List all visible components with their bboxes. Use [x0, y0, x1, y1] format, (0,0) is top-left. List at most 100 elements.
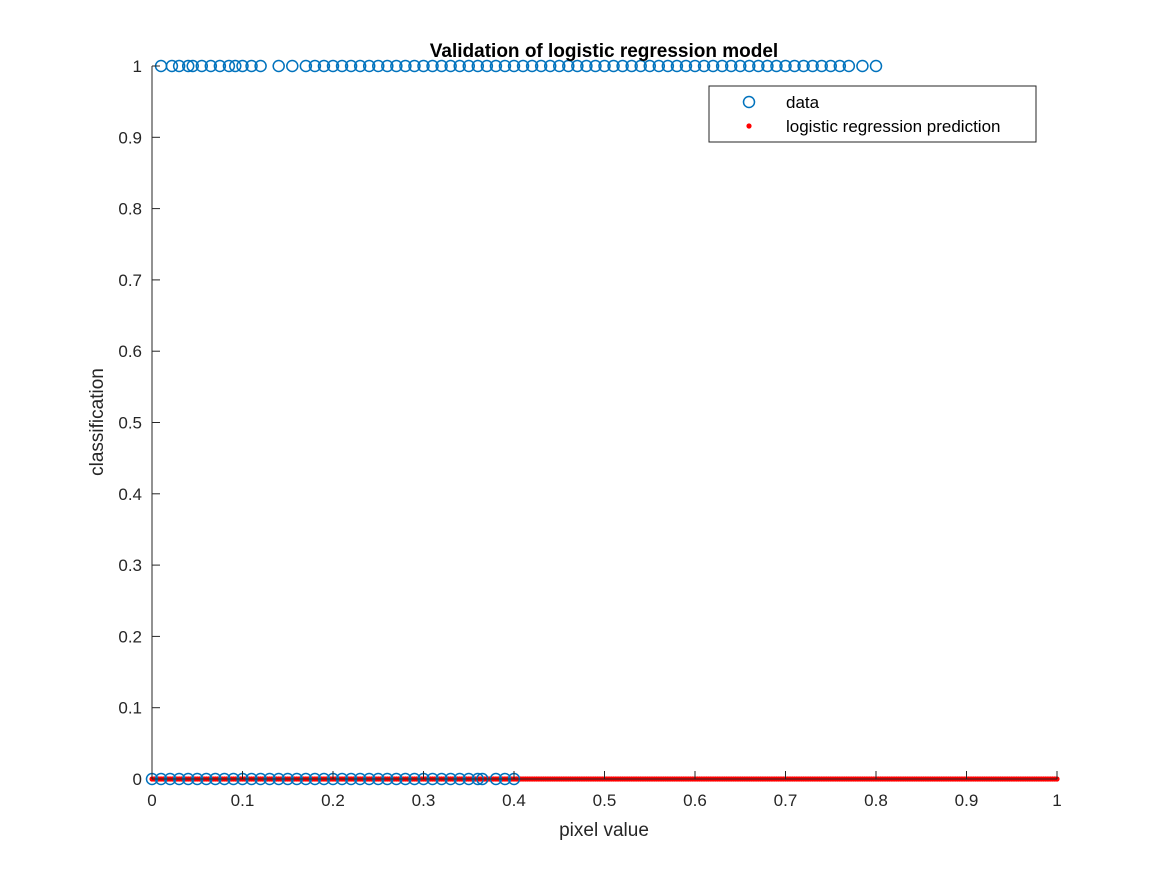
- data-point: [815, 59, 828, 73]
- legend-marker-data: [742, 95, 756, 109]
- y-tick-label: 0.5: [118, 414, 142, 433]
- y-tick-label: 0.1: [118, 699, 142, 718]
- data-point: [806, 59, 819, 73]
- data-point: [236, 59, 249, 73]
- data-point: [706, 59, 720, 73]
- y-tick-label: 0.3: [118, 556, 142, 575]
- data-point: [516, 59, 530, 73]
- data-point: [426, 59, 439, 73]
- data-point: [525, 59, 539, 73]
- data-point: [462, 59, 475, 73]
- x-tick-label: 0.7: [774, 791, 798, 810]
- x-tick-label: 0.6: [683, 791, 707, 810]
- legend-marker-prediction: [746, 123, 752, 129]
- data-point: [408, 59, 421, 73]
- data-point: [724, 59, 738, 73]
- x-tick-label: 0.8: [864, 791, 888, 810]
- data-point: [245, 59, 258, 73]
- x-tick-label: 0.4: [502, 791, 526, 810]
- y-tick-label: 0.7: [118, 271, 142, 290]
- data-point: [489, 59, 503, 73]
- data-point: [752, 59, 765, 73]
- data-point: [229, 59, 242, 73]
- data-point: [195, 59, 209, 73]
- data-point: [761, 59, 774, 73]
- data-point: [589, 59, 602, 73]
- plot-area: [152, 66, 1057, 779]
- data-point: [562, 59, 575, 73]
- data-point: [399, 59, 412, 73]
- legend-box: [708, 85, 1037, 143]
- y-tick-label: 0.9: [118, 128, 142, 147]
- data-point: [299, 59, 313, 73]
- data-point: [272, 59, 285, 73]
- data-point: [444, 59, 457, 73]
- y-tick-label: 0.6: [118, 342, 142, 361]
- y-axis-label: classification: [87, 368, 108, 476]
- x-tick-label: 0.5: [593, 791, 617, 810]
- data-point: [372, 59, 385, 73]
- x-tick-label: 0.2: [321, 791, 345, 810]
- data-point: [743, 59, 756, 73]
- data-point: [643, 59, 656, 73]
- data-point: [580, 59, 593, 73]
- data-point: [507, 59, 521, 73]
- x-tick-label: 0.9: [955, 791, 979, 810]
- data-point: [534, 59, 548, 73]
- x-tick-label: 0: [147, 791, 156, 810]
- data-point: [353, 59, 367, 73]
- x-axis-label: pixel value: [559, 820, 649, 841]
- data-point: [213, 59, 227, 73]
- y-tick-label: 0.2: [118, 627, 142, 646]
- data-point: [625, 59, 638, 73]
- data-point: [254, 59, 267, 73]
- data-point: [634, 59, 647, 73]
- y-tick-label: 0: [133, 770, 142, 789]
- data-point: [204, 59, 218, 73]
- data-point: [715, 59, 729, 73]
- data-point: [326, 59, 340, 73]
- legend-label-prediction: logistic regression prediction: [786, 117, 1001, 136]
- data-point: [308, 59, 322, 73]
- data-point: [788, 59, 801, 73]
- data-point: [471, 59, 485, 73]
- data-point: [435, 59, 448, 73]
- legend-label-data: data: [786, 93, 820, 112]
- data-point: [797, 59, 810, 73]
- data-point: [172, 59, 186, 73]
- data-point: [697, 59, 711, 73]
- data-point: [381, 59, 394, 73]
- data-point: [688, 59, 702, 73]
- data-point: [856, 59, 869, 73]
- data-point: [734, 59, 747, 73]
- data-point: [453, 59, 466, 73]
- data-point: [770, 59, 783, 73]
- data-point: [390, 59, 403, 73]
- data-point: [480, 59, 494, 73]
- data-point: [779, 59, 792, 73]
- data-point: [869, 59, 883, 73]
- data-point: [616, 59, 629, 73]
- x-tick-label: 1: [1052, 791, 1061, 810]
- x-tick-label: 0.1: [231, 791, 255, 810]
- x-tick-label: 0.3: [412, 791, 436, 810]
- data-point: [186, 59, 199, 73]
- data-point: [824, 59, 837, 73]
- data-point: [598, 59, 611, 73]
- data-point: [181, 59, 195, 73]
- y-ticks: 0 0.1 0.2 0.3 0.4 0.5 0.6 0.7 0.8 0.9 1: [118, 57, 160, 789]
- data-point: [286, 59, 299, 73]
- data-point: [362, 59, 376, 73]
- data-point: [317, 59, 331, 73]
- data-point: [679, 59, 693, 73]
- y-tick-label: 0.4: [118, 485, 142, 504]
- data-point: [652, 59, 666, 73]
- data-point: [335, 59, 349, 73]
- data-point: [571, 59, 584, 73]
- data-point: [222, 59, 236, 73]
- data-point: [344, 59, 358, 73]
- data-point: [165, 59, 179, 73]
- data-point: [661, 59, 675, 73]
